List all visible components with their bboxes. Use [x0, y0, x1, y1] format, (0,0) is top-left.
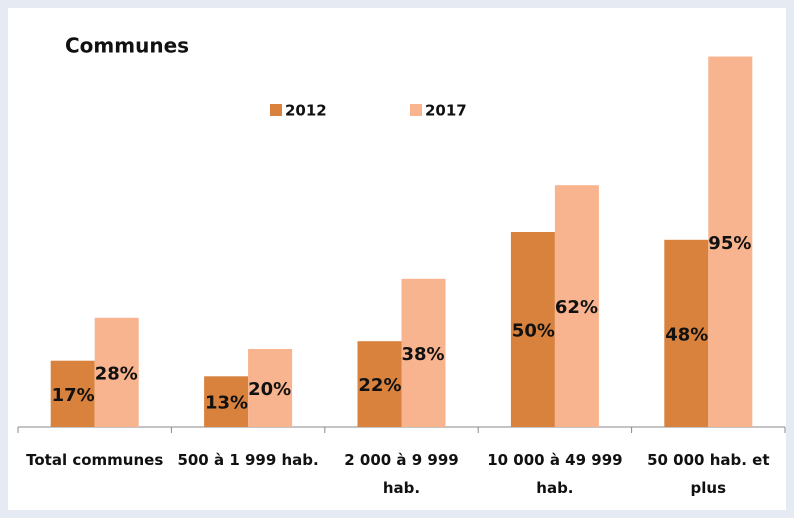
bar [94, 317, 139, 427]
value-label: 38% [402, 344, 445, 365]
chart-title: Communes [65, 34, 189, 58]
legend-swatch [410, 104, 422, 116]
x-tick-label: 2 000 à 9 999 hab. [344, 451, 459, 497]
bar [708, 56, 753, 427]
value-label: 22% [358, 375, 401, 396]
value-label: 50% [512, 321, 555, 342]
value-label: 62% [555, 297, 598, 318]
value-label: 13% [205, 393, 248, 414]
bar [510, 232, 555, 427]
bar [248, 349, 293, 427]
legend-label: 2012 [285, 102, 327, 120]
x-tick-label: 10 000 à 49 999 hab. [487, 451, 623, 497]
bar [664, 239, 709, 427]
value-label: 95% [708, 233, 751, 254]
x-tick-label: 50 000 hab. et plus [647, 451, 770, 497]
bar [357, 341, 402, 427]
value-label: 20% [248, 379, 291, 400]
legend-label: 2017 [425, 102, 467, 120]
x-tick-label: 500 à 1 999 hab. [177, 451, 319, 469]
bar [50, 360, 95, 427]
bar [554, 185, 599, 427]
bar [401, 278, 446, 427]
x-tick-label: Total communes [26, 451, 164, 469]
legend-swatch [270, 104, 282, 116]
bar [204, 376, 249, 427]
value-label: 48% [665, 324, 708, 345]
value-label: 28% [95, 363, 138, 384]
value-label: 17% [52, 385, 95, 406]
